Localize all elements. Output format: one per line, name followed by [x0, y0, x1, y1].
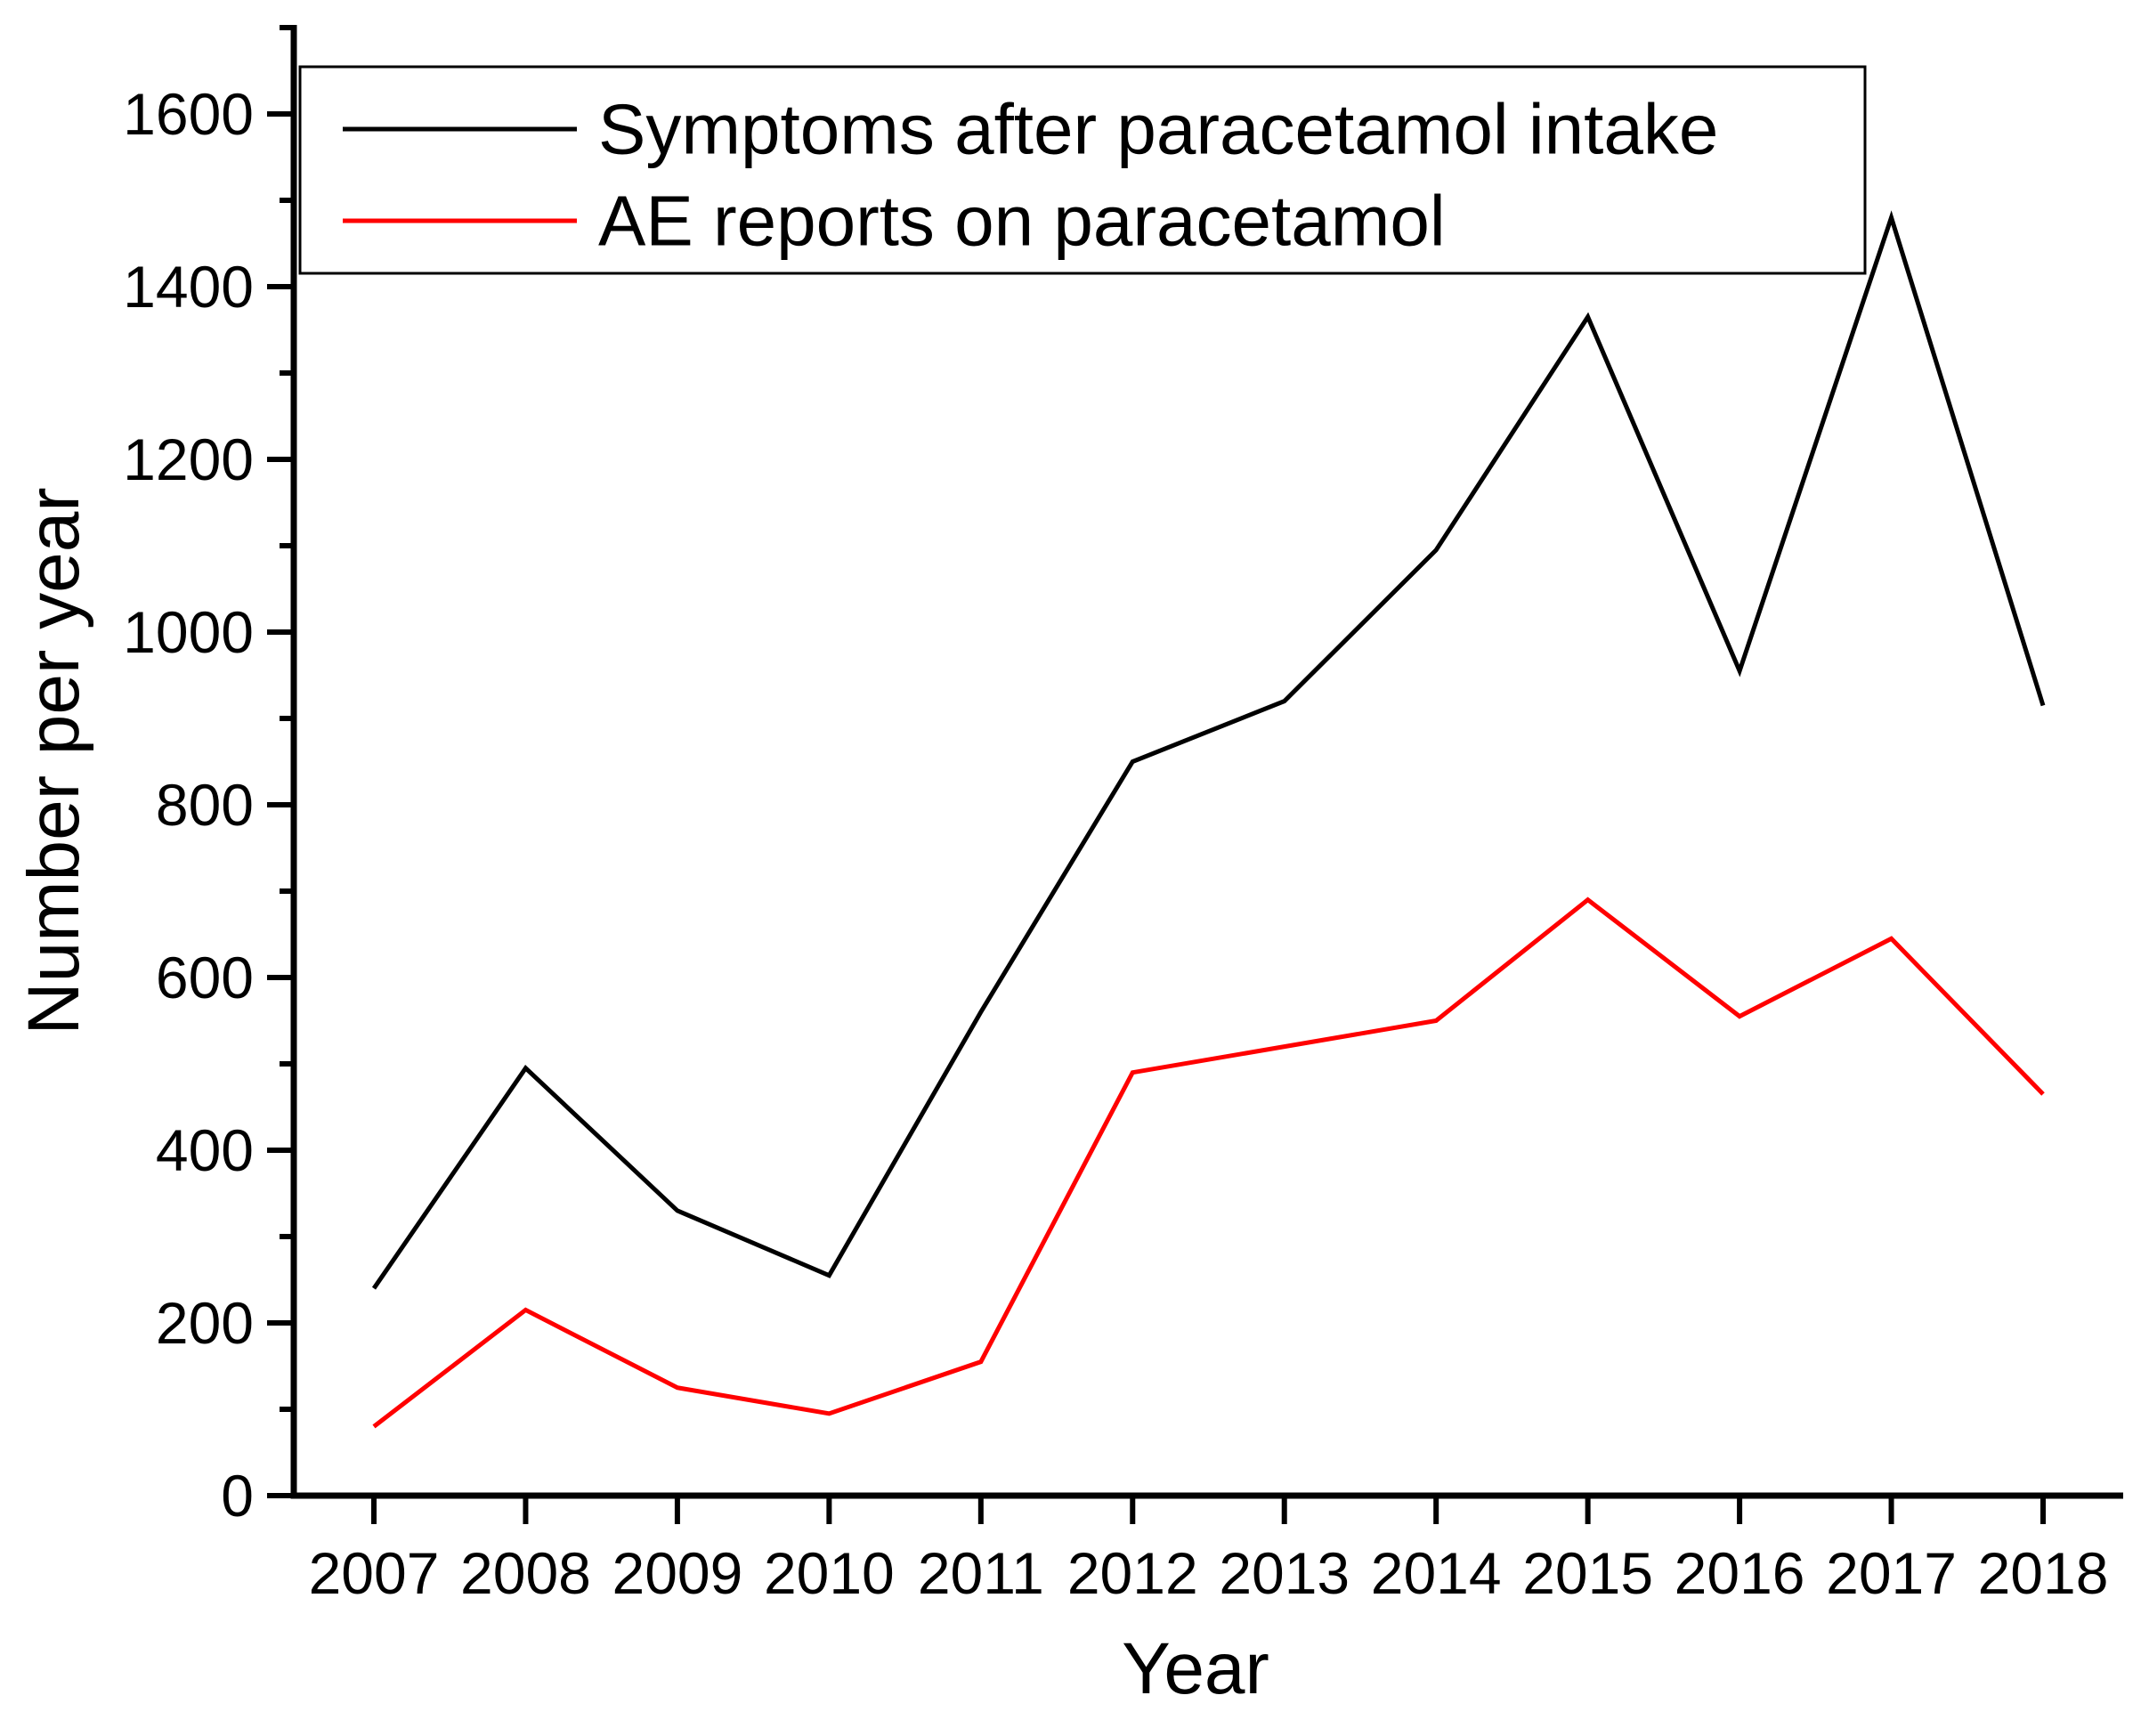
x-tick-label: 2007 — [309, 1540, 440, 1606]
x-tick-label: 2012 — [1067, 1540, 1198, 1606]
y-tick-label: 0 — [221, 1463, 254, 1529]
x-axis-title: Year — [1122, 1628, 1269, 1709]
y-tick-label: 1400 — [123, 254, 254, 320]
x-tick-label: 2014 — [1371, 1540, 1502, 1606]
legend-entry-symptoms: Symptoms after paracetamol intake — [343, 90, 1718, 169]
x-tick-label: 2015 — [1522, 1540, 1653, 1606]
x-axis-tick-labels: 2007 2008 2009 2010 2011 2012 2013 2014 2015 2016… — [309, 1540, 2109, 1606]
legend-entry-ae-reports: AE reports on paracetamol — [343, 182, 1446, 261]
legend-box — [298, 65, 1867, 275]
y-axis-tick-labels: 0 200 400 600 800 1000 1200 1400 1600 — [123, 81, 254, 1529]
series-lines — [371, 210, 2046, 1429]
series-line-symptoms — [371, 210, 2046, 1290]
legend-label-ae-reports: AE reports on paracetamol — [598, 182, 1446, 261]
x-tick-label: 2011 — [918, 1540, 1044, 1606]
y-tick-label: 800 — [156, 772, 254, 838]
legend-label-symptoms: Symptoms after paracetamol intake — [598, 90, 1718, 169]
y-tick-label: 400 — [156, 1117, 254, 1183]
x-tick-label: 2009 — [612, 1540, 742, 1606]
x-tick-label: 2010 — [764, 1540, 895, 1606]
legend: Symptoms after paracetamol intake AE rep… — [298, 65, 1867, 275]
x-tick-label: 2013 — [1219, 1540, 1350, 1606]
x-tick-label: 2017 — [1826, 1540, 1957, 1606]
y-tick-label: 1600 — [123, 81, 254, 147]
axis-spines — [290, 25, 2123, 1499]
x-tick-label: 2016 — [1675, 1540, 1805, 1606]
x-tick-label: 2018 — [1978, 1540, 2109, 1606]
x-tick-label: 2008 — [460, 1540, 591, 1606]
series-line-ae-reports — [372, 896, 2045, 1429]
y-tick-label: 1200 — [123, 426, 254, 492]
y-tick-label: 600 — [156, 945, 254, 1010]
y-axis-title: Number per year — [13, 487, 94, 1034]
x-axis-ticks — [371, 1496, 2046, 1524]
y-tick-label: 1000 — [123, 599, 254, 665]
y-tick-label: 200 — [156, 1290, 254, 1356]
